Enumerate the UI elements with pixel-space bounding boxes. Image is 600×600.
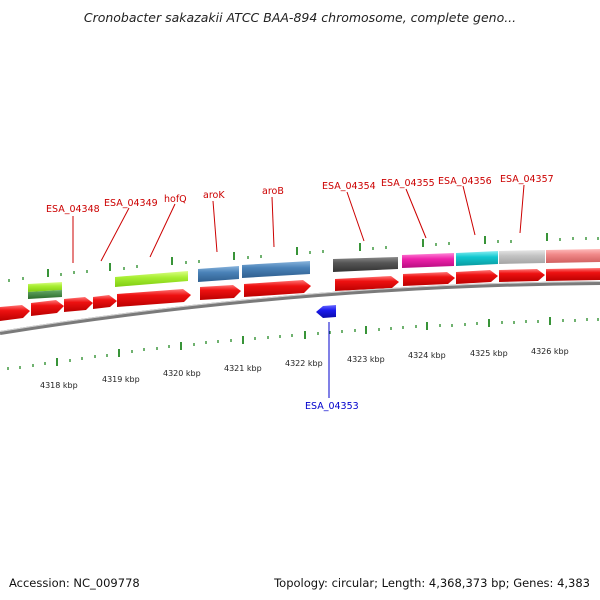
block-lightgray xyxy=(499,250,545,264)
gene-label-esa-04355[interactable]: ESA_04355 xyxy=(381,178,435,189)
gene-label-arob[interactable]: aroB xyxy=(262,186,284,197)
gene-label-esa-04348[interactable]: ESA_04348 xyxy=(46,204,100,215)
cds-arrow xyxy=(499,269,545,282)
accession-text: Accession: NC_009778 xyxy=(9,576,140,590)
block-lime-b xyxy=(115,271,188,287)
scale-label: 4326 kbp xyxy=(531,347,569,356)
cds-arrow xyxy=(31,300,64,316)
scale-label: 4319 kbp xyxy=(102,375,140,384)
block-steel-b xyxy=(242,261,310,278)
scale-label: 4320 kbp xyxy=(163,369,201,378)
cds-arrow xyxy=(546,268,600,281)
cds-arrow xyxy=(0,305,30,321)
cds-arrow xyxy=(244,280,311,297)
outer-tick-track xyxy=(8,233,599,282)
gene-label-esa-04353[interactable]: ESA_04353 xyxy=(305,401,359,412)
minus-strand-cds xyxy=(316,305,336,318)
block-darkgray xyxy=(333,257,398,272)
block-magenta xyxy=(402,253,454,268)
scale-label: 4323 kbp xyxy=(347,355,385,364)
block-cyan xyxy=(456,251,498,266)
cds-arrow xyxy=(93,295,117,309)
scale-label: 4325 kbp xyxy=(470,349,508,358)
scale-label: 4322 kbp xyxy=(285,359,323,368)
scale-label: 4318 kbp xyxy=(40,381,78,390)
cds-arrow xyxy=(403,272,455,286)
category-blocks xyxy=(28,249,600,299)
scale-label: 4321 kbp xyxy=(224,364,262,373)
cds-arrow xyxy=(335,276,399,291)
gene-label-esa-04356[interactable]: ESA_04356 xyxy=(438,176,492,187)
block-green-a xyxy=(28,290,62,299)
gene-leader-lines xyxy=(72,184,525,263)
cds-arrow xyxy=(117,289,191,307)
cds-arrow xyxy=(456,270,498,284)
gene-labels: ESA_04348 ESA_04349 hofQ aroK aroB ESA_0… xyxy=(46,174,554,215)
gene-label-hofq[interactable]: hofQ xyxy=(164,194,187,205)
gene-label-arok[interactable]: aroK xyxy=(203,190,225,201)
block-salmon xyxy=(546,249,600,263)
scale-labels: 4318 kbp 4319 kbp 4320 kbp 4321 kbp 4322… xyxy=(40,347,569,390)
chromosome-backbone xyxy=(0,281,600,335)
block-steel-a xyxy=(198,266,239,282)
scale-label: 4324 kbp xyxy=(408,351,446,360)
gene-label-esa-04357[interactable]: ESA_04357 xyxy=(500,174,554,185)
block-lime-a xyxy=(28,282,62,292)
inner-tick-track xyxy=(7,317,599,370)
plus-strand-cds xyxy=(0,268,600,321)
topology-summary: Topology: circular; Length: 4,368,373 bp… xyxy=(274,576,590,590)
gene-label-esa-04354[interactable]: ESA_04354 xyxy=(322,181,376,192)
cds-arrow xyxy=(64,297,93,312)
gene-label-esa-04349[interactable]: ESA_04349 xyxy=(104,198,158,209)
cds-arrow xyxy=(200,285,241,300)
map-title: Cronobacter sakazakii ATCC BAA-894 chrom… xyxy=(83,10,517,25)
